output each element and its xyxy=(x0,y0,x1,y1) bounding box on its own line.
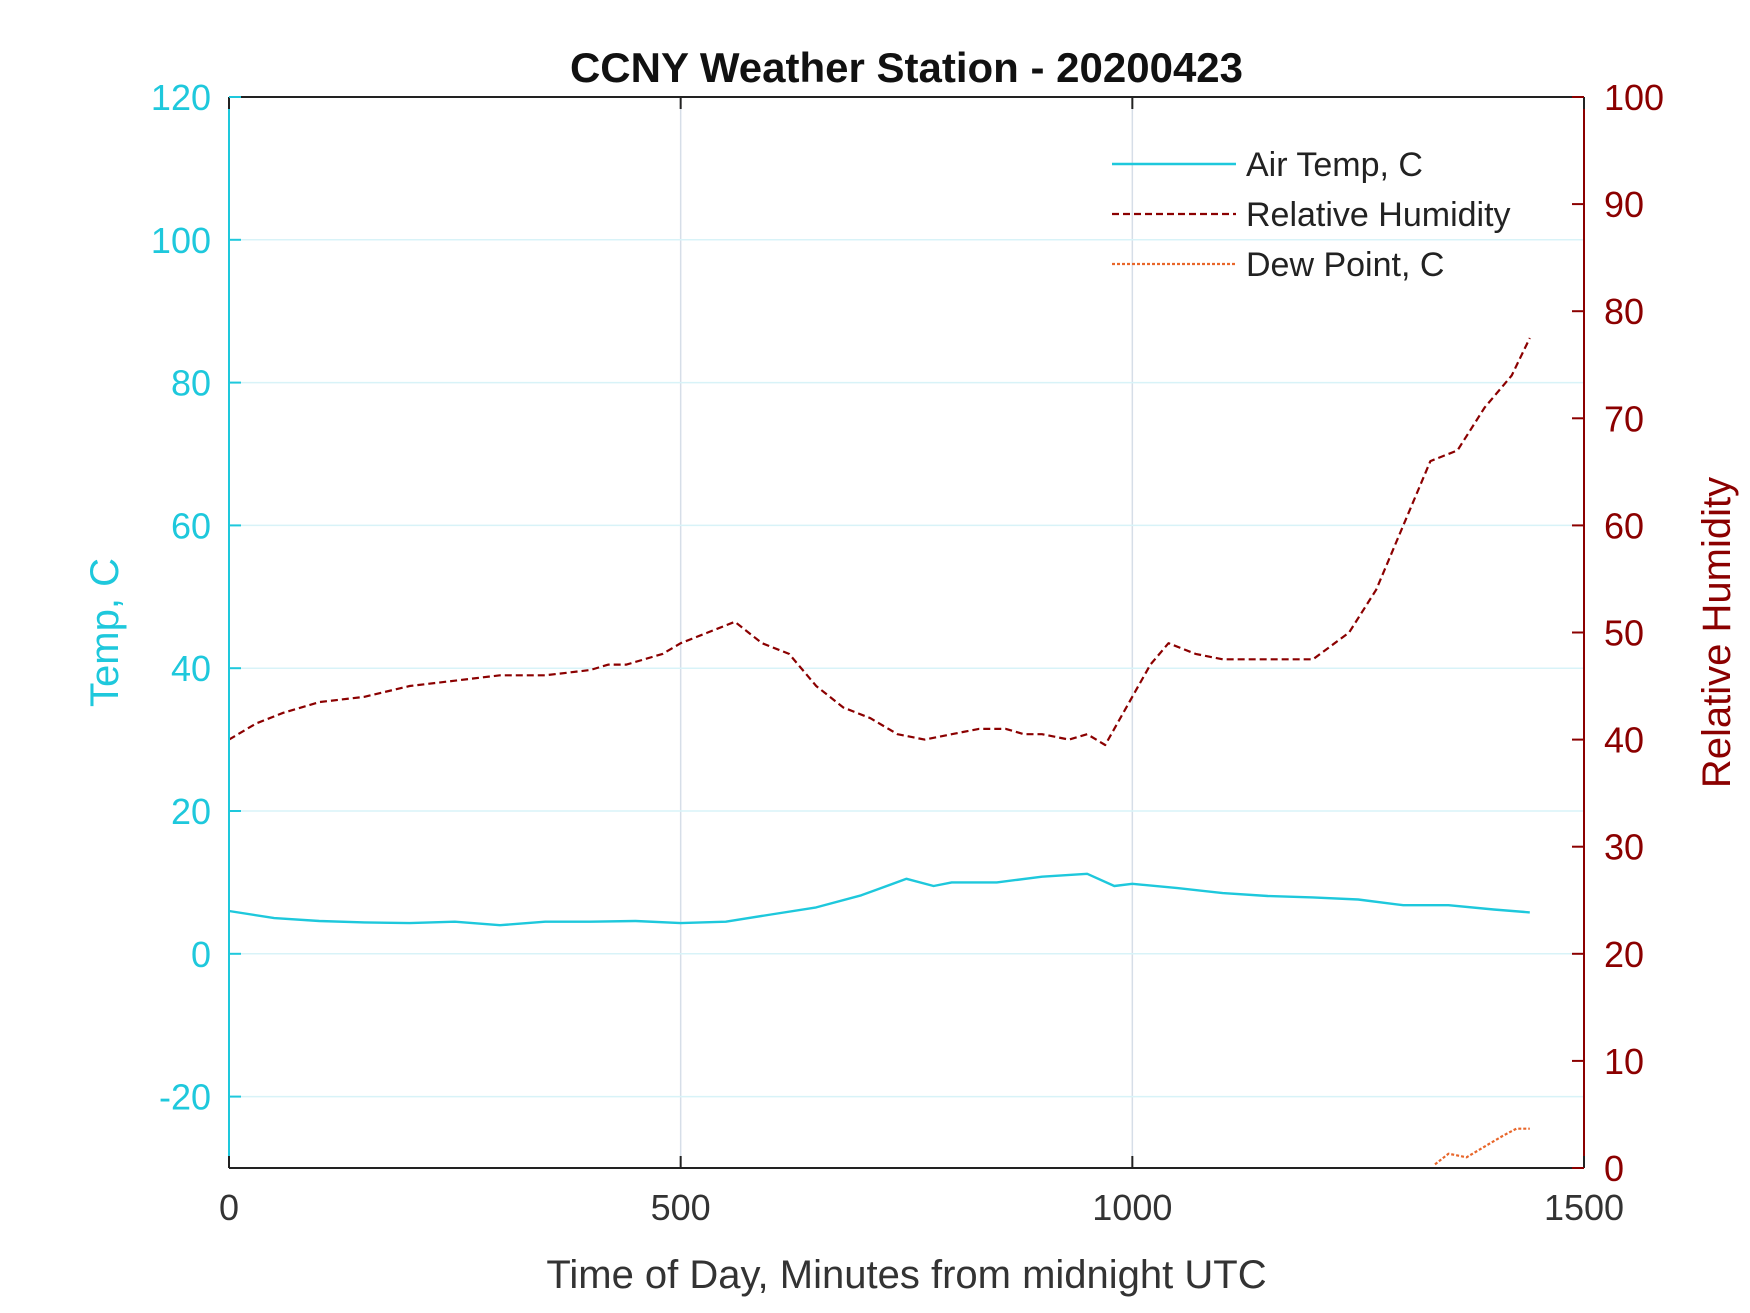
x-axis-label: Time of Day, Minutes from midnight UTC xyxy=(546,1253,1266,1297)
y-right-tick-label: 20 xyxy=(1604,934,1644,975)
y-right-tick-label: 40 xyxy=(1604,720,1644,761)
y-right-tick-label: 30 xyxy=(1604,827,1644,868)
y-right-tick-label: 90 xyxy=(1604,184,1644,225)
y-right-tick-label: 10 xyxy=(1604,1041,1644,1082)
y-right-axis-label: Relative Humidity xyxy=(1695,477,1739,788)
legend-relative-humidity-label: Relative Humidity xyxy=(1246,196,1511,234)
air-temp-line xyxy=(228,872,1530,927)
y-left-tick-label: 120 xyxy=(151,77,211,118)
y-left-tick-label: 80 xyxy=(171,363,211,404)
y-left-tick-label: 20 xyxy=(171,791,211,832)
y-right-tick-label: 50 xyxy=(1604,613,1644,654)
y-left-tick-label: -20 xyxy=(159,1077,211,1118)
y-left-tick-label: 100 xyxy=(151,220,211,261)
chart-title: CCNY Weather Station - 20200423 xyxy=(570,44,1243,91)
x-tick-label: 1000 xyxy=(1092,1187,1172,1228)
y-right-tick-label: 60 xyxy=(1604,505,1644,546)
y-right-tick-label: 80 xyxy=(1604,291,1644,332)
x-tick-label: 500 xyxy=(651,1187,711,1228)
dew-point-line xyxy=(1434,1127,1530,1166)
y-right-tick-label: 0 xyxy=(1604,1148,1624,1189)
y-left-tick-label: 40 xyxy=(171,648,211,689)
y-right-tick-label: 70 xyxy=(1604,398,1644,439)
x-tick-label: 0 xyxy=(219,1187,239,1228)
relative-humidity-line xyxy=(228,337,1531,747)
y-left-tick-label: 0 xyxy=(191,934,211,975)
legend-air-temp-label: Air Temp, C xyxy=(1246,146,1423,184)
legend-dew-point-label: Dew Point, C xyxy=(1246,246,1444,284)
y-left-axis-label: Temp, C xyxy=(83,558,127,707)
y-right-tick-label: 100 xyxy=(1604,77,1664,118)
y-left-tick-label: 60 xyxy=(171,505,211,546)
x-tick-label: 1500 xyxy=(1544,1187,1624,1228)
